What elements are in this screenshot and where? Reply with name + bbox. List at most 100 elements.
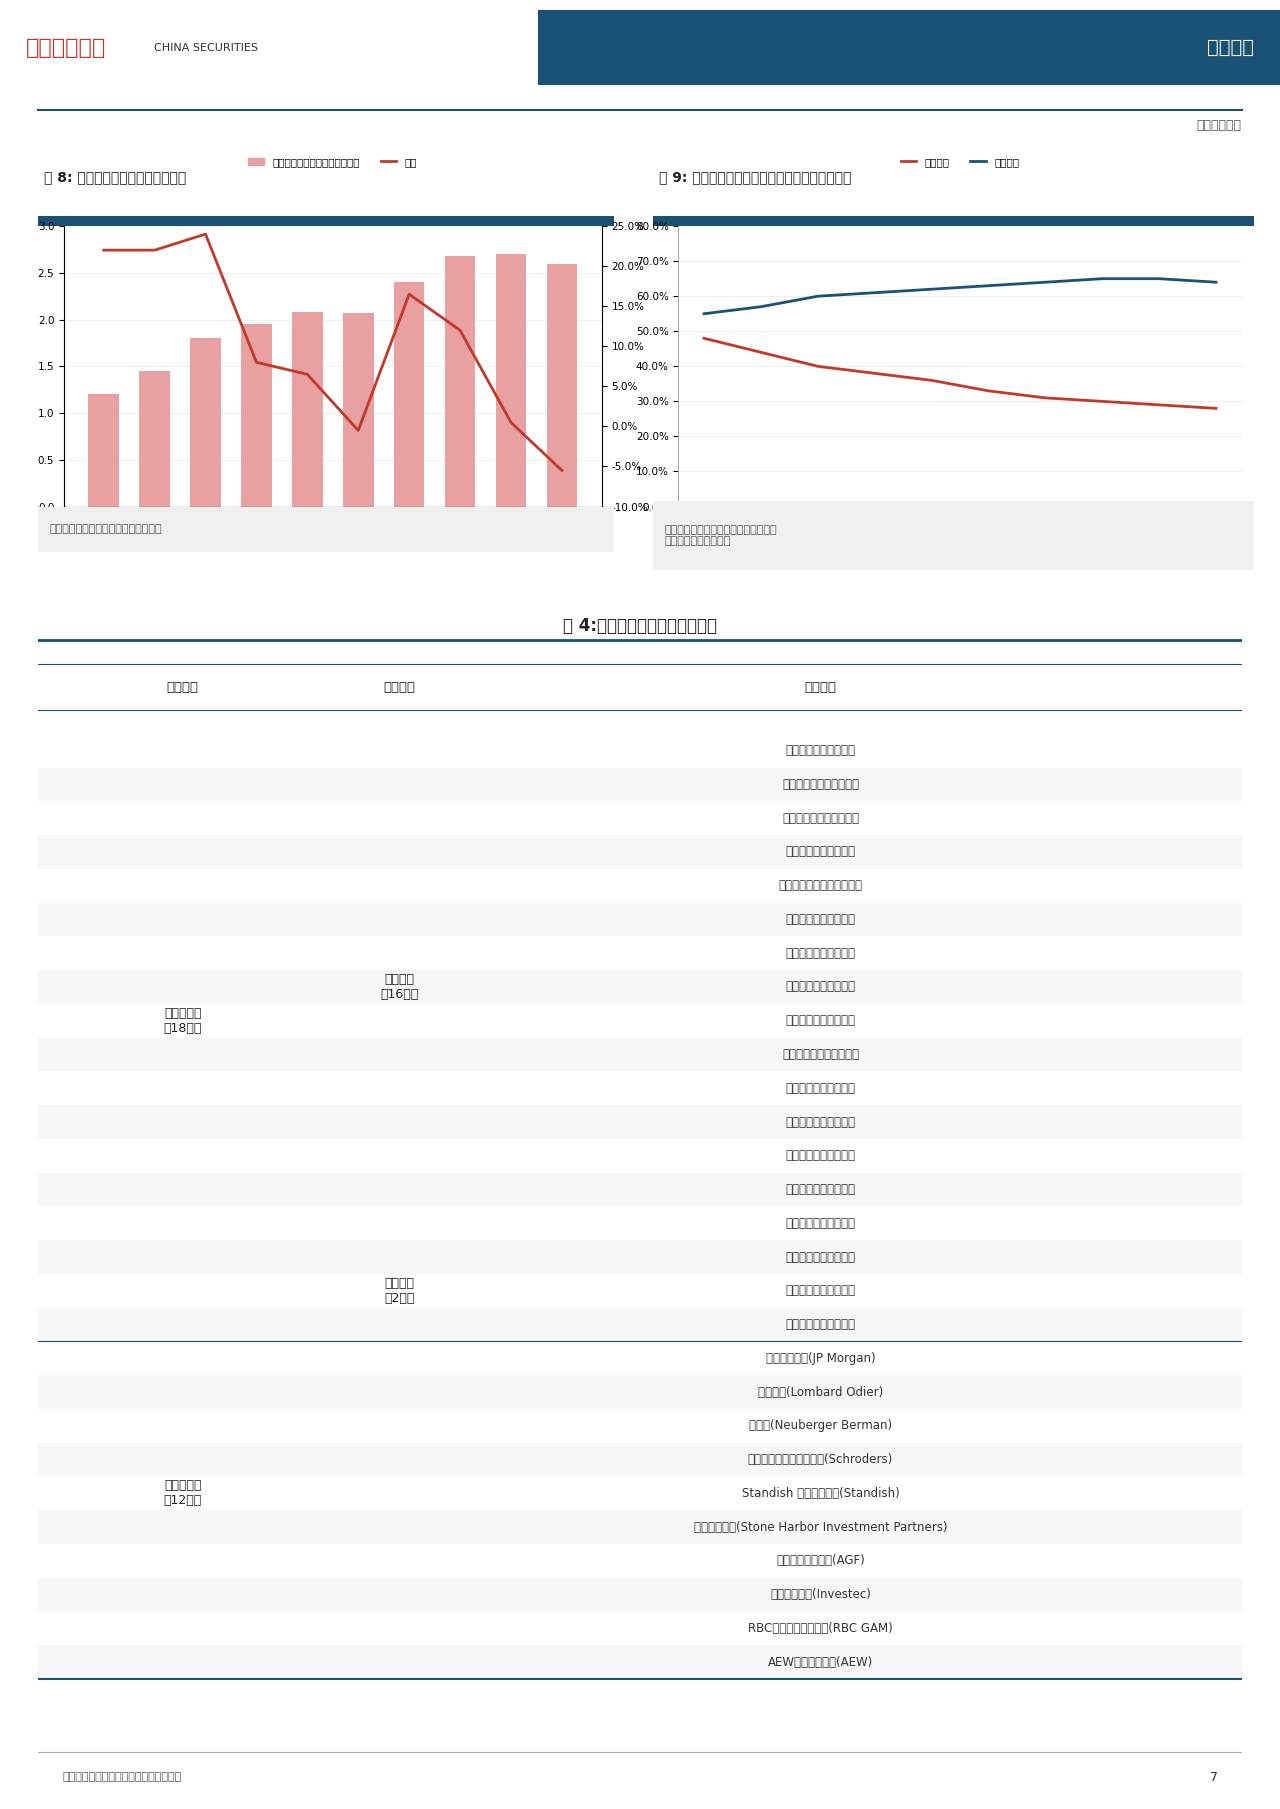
Text: 宏富投资有限公司(AGF): 宏富投资有限公司(AGF)	[776, 1554, 865, 1567]
Text: 工銀瑞信基金管理有限公司: 工銀瑞信基金管理有限公司	[778, 879, 863, 892]
委托投资	[924, 279, 940, 300]
委托投资	[1208, 271, 1224, 293]
直接投资	[867, 362, 882, 384]
Text: 7: 7	[1210, 1771, 1217, 1784]
同比	[96, 239, 111, 260]
FancyBboxPatch shape	[38, 767, 1242, 801]
Text: 机构名称: 机构名称	[804, 680, 837, 693]
Text: Standish 梅隆资产管理(Standish): Standish 梅隆资产管理(Standish)	[741, 1487, 900, 1500]
同比	[147, 239, 163, 260]
Legend: 直接投资, 委托投资: 直接投资, 委托投资	[896, 152, 1024, 172]
Text: AEW资本管理公司(AEW): AEW资本管理公司(AEW)	[768, 1655, 873, 1668]
同比	[503, 412, 518, 434]
Text: 招商基金管理有限公司: 招商基金管理有限公司	[786, 1015, 855, 1028]
Text: 基金公司
（16家）: 基金公司 （16家）	[380, 973, 419, 1000]
Text: 大成基金管理有限公司: 大成基金管理有限公司	[786, 946, 855, 961]
Text: 境外管理人
（12家）: 境外管理人 （12家）	[164, 1480, 202, 1507]
直接投资	[924, 369, 940, 391]
Bar	[292, 313, 323, 507]
Text: 登希达(Neuberger Berman): 登希达(Neuberger Berman)	[749, 1420, 892, 1433]
Text: 嘉实基金管理有限公司: 嘉实基金管理有限公司	[786, 1082, 855, 1094]
Text: 施罗德投资管理有限公司(Schroders): 施罗德投资管理有限公司(Schroders)	[748, 1453, 893, 1465]
FancyBboxPatch shape	[38, 1038, 1242, 1071]
委托投资	[696, 302, 712, 324]
Line: 直接投资: 直接投资	[704, 338, 1216, 409]
Text: 表 4:社保基金境内外投资管理人: 表 4:社保基金境内外投资管理人	[563, 617, 717, 635]
FancyBboxPatch shape	[38, 1308, 1242, 1342]
FancyBboxPatch shape	[38, 1511, 1242, 1545]
Text: 摩根资产管理(JP Morgan): 摩根资产管理(JP Morgan)	[765, 1351, 876, 1364]
FancyBboxPatch shape	[538, 11, 1280, 85]
委托投资	[867, 282, 882, 304]
直接投资	[753, 342, 768, 364]
Text: 图 8: 社保基金净资产规模变化情况: 图 8: 社保基金净资产规模变化情况	[44, 170, 187, 185]
Text: 南方基金管理有限公司: 南方基金管理有限公司	[786, 1250, 855, 1263]
委托投资	[753, 297, 768, 318]
FancyBboxPatch shape	[38, 1241, 1242, 1274]
直接投资	[1094, 391, 1110, 412]
Text: 中信建投证券: 中信建投证券	[26, 38, 106, 58]
Line: 同比: 同比	[104, 233, 562, 470]
FancyBboxPatch shape	[38, 1105, 1242, 1140]
Text: RBC环球资产管理公司(RBC GAM): RBC环球资产管理公司(RBC GAM)	[748, 1623, 893, 1635]
委托投资	[810, 286, 826, 308]
Bar	[191, 338, 220, 507]
Text: 非銀金融: 非銀金融	[1207, 38, 1254, 58]
Text: 富国基金管理有限公司: 富国基金管理有限公司	[786, 914, 855, 926]
直接投资	[1152, 394, 1167, 416]
委托投资	[1094, 268, 1110, 289]
FancyBboxPatch shape	[653, 501, 1254, 570]
委托投资	[1152, 268, 1167, 289]
Text: 易方达基金管理有限公司: 易方达基金管理有限公司	[782, 1047, 859, 1062]
直接投资	[810, 355, 826, 378]
Text: 銀华基金管理有限公司: 銀华基金管理有限公司	[786, 743, 855, 758]
FancyBboxPatch shape	[38, 507, 614, 552]
Line: 委托投资: 委托投资	[704, 279, 1216, 313]
Text: 投资区域: 投资区域	[166, 680, 198, 693]
Text: 数据来源：社保基金理事会，中信建投: 数据来源：社保基金理事会，中信建投	[50, 525, 163, 534]
Text: CHINA SECURITIES: CHINA SECURITIES	[154, 43, 257, 52]
直接投资	[1208, 398, 1224, 420]
Text: 海富通基金管理有限公司: 海富通基金管理有限公司	[782, 812, 859, 825]
Bar	[547, 264, 577, 507]
Bar	[495, 255, 526, 507]
Text: 博时基金管理有限公司: 博时基金管理有限公司	[786, 1217, 855, 1230]
Text: 请务必阅读正文之后的免责条款和声明。: 请务必阅读正文之后的免责条款和声明。	[63, 1773, 182, 1782]
FancyBboxPatch shape	[38, 903, 1242, 937]
FancyBboxPatch shape	[38, 1644, 1242, 1679]
Text: 数据来源：社保基金理事会，中信建投
注：占比为总资产口径: 数据来源：社保基金理事会，中信建投 注：占比为总资产口径	[664, 525, 777, 546]
委托投资	[980, 275, 996, 297]
FancyBboxPatch shape	[38, 836, 1242, 868]
直接投资	[1038, 387, 1053, 409]
FancyBboxPatch shape	[38, 1375, 1242, 1409]
Text: 中信证券股份有限公司: 中信证券股份有限公司	[786, 1284, 855, 1297]
同比	[554, 459, 570, 481]
Text: 图 9: 社保基金总资产中直接投资和委托投资占比: 图 9: 社保基金总资产中直接投资和委托投资占比	[659, 170, 851, 185]
FancyBboxPatch shape	[38, 1577, 1242, 1612]
Text: 联华基金管理有限公司: 联华基金管理有限公司	[786, 1149, 855, 1161]
Text: 长盛基金管理有限公司: 长盛基金管理有限公司	[786, 1116, 855, 1129]
Bar	[88, 394, 119, 507]
同比	[198, 223, 214, 244]
FancyBboxPatch shape	[653, 217, 1254, 226]
FancyBboxPatch shape	[38, 970, 1242, 1004]
Bar	[394, 282, 425, 507]
Text: 中国国际金联有限公司: 中国国际金联有限公司	[786, 1319, 855, 1331]
Text: 瑞士隆奥(Lombard Odier): 瑞士隆奥(Lombard Odier)	[758, 1386, 883, 1398]
FancyBboxPatch shape	[38, 1444, 1242, 1476]
Text: 机构类型: 机构类型	[383, 680, 415, 693]
同比	[452, 320, 467, 342]
Text: 证券公司
（2家）: 证券公司 （2家）	[384, 1277, 415, 1304]
Text: 广发基金管理有限公司: 广发基金管理有限公司	[786, 845, 855, 859]
Bar	[140, 371, 170, 507]
Bar	[343, 313, 374, 507]
同比	[248, 351, 264, 373]
Text: 汇添富基金管理有限公司: 汇添富基金管理有限公司	[782, 778, 859, 791]
FancyBboxPatch shape	[38, 1172, 1242, 1207]
直接投资	[980, 380, 996, 402]
委托投资	[1038, 271, 1053, 293]
Text: 华夏基金管理有限公司: 华夏基金管理有限公司	[786, 1183, 855, 1196]
Bar	[445, 257, 475, 507]
同比	[402, 284, 417, 306]
直接投资	[696, 327, 712, 349]
